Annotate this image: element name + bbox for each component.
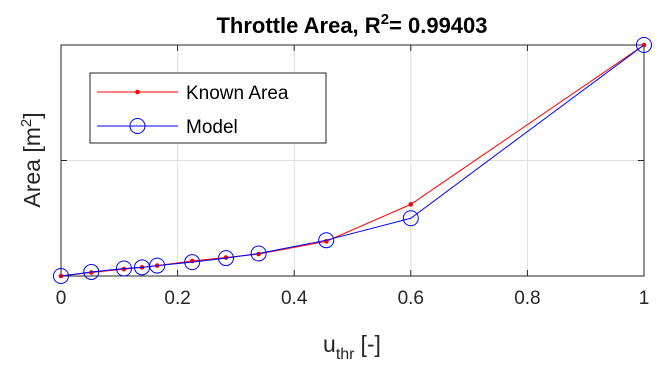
x-tick-label: 0.8 — [514, 288, 540, 309]
data-point-model — [318, 232, 335, 249]
legend-known-area-marker — [135, 89, 140, 95]
data-point-known-area — [408, 202, 414, 207]
series-model — [53, 37, 652, 284]
data-point-model — [636, 37, 652, 53]
y-axis-label: Area [m2] — [18, 112, 45, 207]
chart-title: Throttle Area, R2= 0.99403 — [216, 11, 487, 38]
legend-known-area-label: Known Area — [186, 83, 289, 104]
data-point-model — [217, 250, 234, 267]
data-point-model — [149, 257, 166, 274]
x-axis-label: uthr [-] — [323, 331, 381, 363]
legend: Known Area Model — [89, 72, 327, 144]
series-line — [60, 44, 645, 277]
x-tick-labels: 0 0.2 0.4 0.6 0.8 1 — [56, 288, 650, 309]
legend-box — [89, 72, 327, 144]
data-point-model — [115, 260, 132, 277]
x-tick-label: 0.6 — [398, 288, 424, 309]
legend-model-label: Model — [186, 117, 238, 138]
x-tick-label: 1 — [639, 288, 650, 309]
x-tick-label: 0.4 — [281, 288, 308, 309]
data-point-model — [83, 263, 100, 280]
data-point-model — [184, 254, 201, 271]
legend-model-marker — [129, 118, 146, 134]
data-point-model — [402, 210, 419, 227]
x-tick-label: 0 — [56, 288, 67, 309]
data-point-model — [53, 268, 69, 284]
data-point-model — [250, 245, 267, 262]
x-tick-label: 0.2 — [164, 288, 190, 309]
